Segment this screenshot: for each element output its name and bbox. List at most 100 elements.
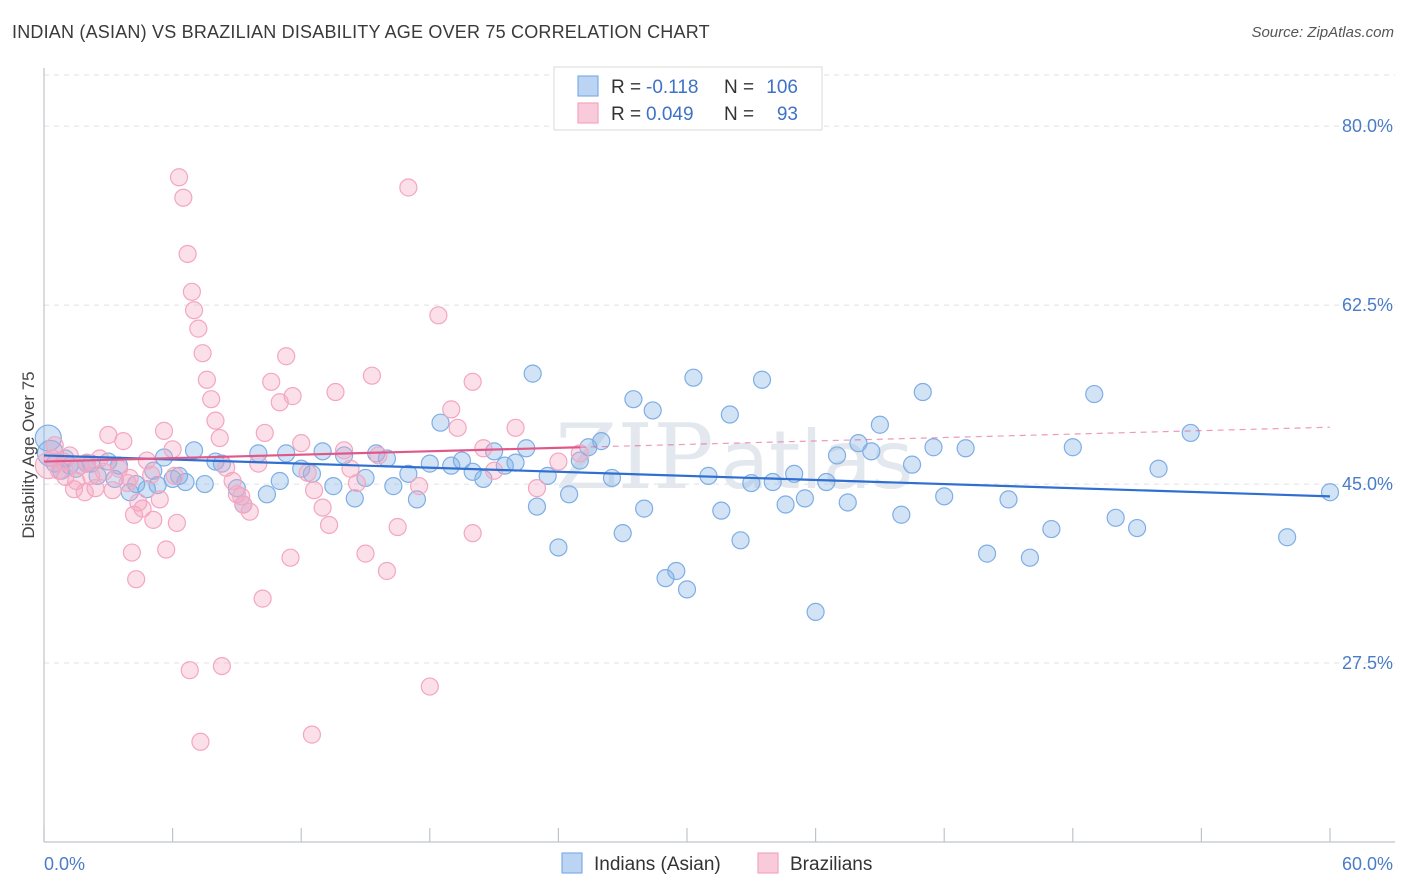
watermark-zip: ZIP [555, 405, 714, 510]
point-indians [527, 497, 547, 516]
legend-n-value-1: 93 [777, 104, 798, 125]
x-tick-labels: 0.0% 60.0% [44, 854, 1393, 874]
point-indians [1149, 459, 1168, 478]
x-tick-label-end: 60.0% [1342, 854, 1393, 874]
trend-lines [43, 426, 1331, 498]
point-indians [924, 438, 943, 457]
point-indians [806, 602, 825, 622]
point-indians [356, 468, 375, 488]
point-indians [184, 441, 204, 460]
point-indians [602, 468, 622, 488]
point-indians [763, 472, 782, 492]
y-tick-labels: 27.5% 45.0% 62.5% 80.0% [1342, 116, 1393, 673]
legend-n-label-0: N = [724, 77, 754, 98]
point-brazilians [474, 439, 493, 458]
point-brazilians [45, 436, 64, 455]
point-indians [862, 442, 881, 461]
point-brazilians [319, 515, 339, 535]
point-indians [407, 490, 427, 509]
point-brazilians [506, 418, 525, 437]
point-indians [817, 472, 836, 492]
point-brazilians [163, 440, 182, 459]
point-brazilians [103, 481, 122, 500]
point-indians [1042, 519, 1061, 539]
point-brazilians [369, 446, 388, 465]
point-indians [324, 477, 343, 496]
point-indians [643, 401, 662, 420]
point-indians [506, 453, 525, 472]
point-brazilians [75, 483, 94, 502]
point-indians [257, 485, 277, 504]
point-indians [1181, 423, 1200, 443]
point-indians [313, 442, 332, 461]
point-indians [399, 464, 418, 483]
point-brazilians [232, 487, 251, 506]
point-indians [345, 489, 364, 508]
point-brazilians [210, 428, 229, 448]
point-brazilians [463, 372, 482, 391]
legend-swatch-brazilians [577, 102, 599, 124]
series-legend-swatch-brazilians [757, 852, 779, 874]
point-indians [849, 434, 868, 453]
point-indians [776, 495, 795, 514]
y-axis-title: Disability Age Over 75 [19, 371, 38, 538]
point-indians [977, 544, 997, 563]
point-indians [870, 415, 890, 434]
point-brazilians [144, 510, 163, 529]
point-indians [570, 451, 589, 470]
series-legend-label-indians: Indians (Asian) [594, 854, 721, 875]
point-brazilians [463, 524, 482, 543]
point-indians [1020, 548, 1040, 567]
series-legend-swatch-indians [561, 852, 583, 874]
point-indians [999, 490, 1018, 509]
point-brazilians [549, 452, 568, 471]
source-label: Source: ZipAtlas.com [1251, 24, 1394, 41]
point-indians [485, 442, 504, 461]
point-brazilians [283, 387, 302, 406]
point-brazilians [178, 244, 197, 264]
point-indians [720, 405, 739, 424]
y-tick-label: 27.5% [1342, 653, 1393, 673]
point-indians [624, 390, 643, 409]
grid [44, 74, 1395, 664]
point-indians [463, 462, 482, 481]
point-indians [1106, 508, 1125, 527]
point-indians [656, 569, 675, 588]
legend-n-label-1: N = [724, 104, 754, 125]
point-brazilians [292, 434, 311, 453]
point-brazilians [197, 370, 216, 389]
point-indians [838, 493, 857, 512]
point-brazilians [448, 418, 467, 437]
point-brazilians [212, 657, 231, 676]
point-indians [431, 413, 450, 432]
point-indians [1278, 528, 1297, 547]
point-brazilians [249, 454, 268, 473]
point-brazilians [281, 548, 300, 567]
point-brazilians [137, 451, 156, 470]
point-brazilians [304, 481, 324, 500]
point-brazilians [442, 400, 461, 419]
point-indians [667, 561, 686, 581]
point-indians [277, 444, 296, 463]
series-legend: Indians (Asian) Brazilians [561, 852, 872, 875]
point-indians [1127, 518, 1147, 538]
x-tick-label-start: 0.0% [44, 854, 85, 874]
trend-line-brazilians-extension [579, 426, 1331, 448]
point-brazilians [174, 188, 193, 207]
point-indians [1063, 438, 1082, 457]
point-indians [420, 454, 439, 473]
point-brazilians [180, 661, 199, 680]
point-indians [176, 472, 195, 492]
point-brazilians [157, 540, 176, 559]
point-indians [1320, 483, 1340, 502]
point-indians [892, 505, 911, 524]
point-brazilians [420, 677, 439, 696]
point-indians [592, 432, 611, 451]
point-brazilians [169, 168, 189, 187]
legend-r-value-0: -0.118 [646, 77, 698, 98]
point-brazilians [206, 411, 225, 430]
point-brazilians [94, 462, 114, 481]
point-brazilians [150, 490, 169, 509]
point-brazilians [202, 390, 221, 409]
